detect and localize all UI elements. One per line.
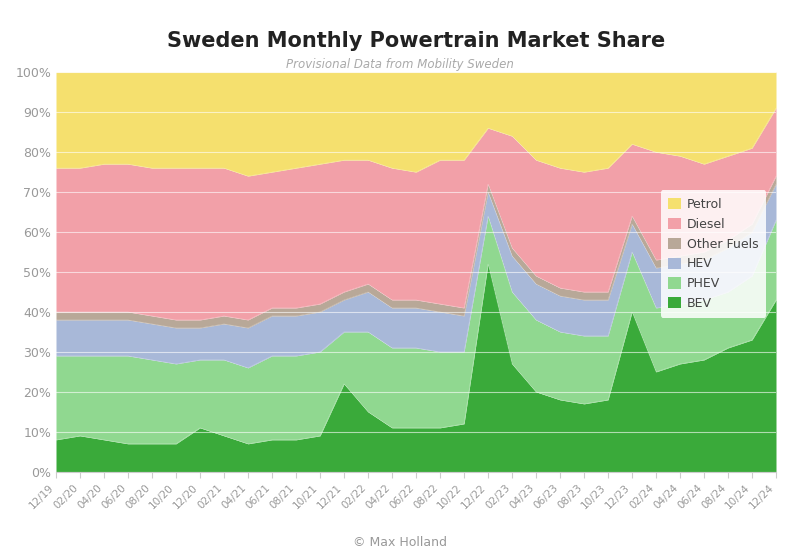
- Text: © Max Holland: © Max Holland: [353, 537, 447, 549]
- Title: Sweden Monthly Powertrain Market Share: Sweden Monthly Powertrain Market Share: [167, 31, 665, 51]
- Text: Provisional Data from Mobility Sweden: Provisional Data from Mobility Sweden: [286, 58, 514, 71]
- Legend: Petrol, Diesel, Other Fuels, HEV, PHEV, BEV: Petrol, Diesel, Other Fuels, HEV, PHEV, …: [661, 190, 766, 317]
